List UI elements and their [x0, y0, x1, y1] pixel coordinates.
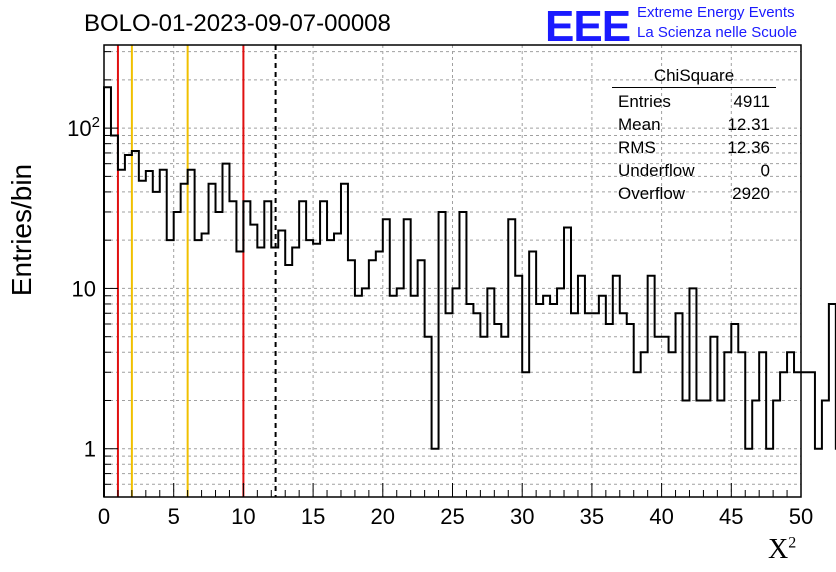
stats-row-mean: Mean 12.31: [618, 115, 770, 134]
eee-logo: EEE: [545, 2, 631, 51]
x-tick-label: 50: [789, 504, 813, 529]
x-tick-label: 35: [580, 504, 604, 529]
x-tick-label: 25: [440, 504, 464, 529]
x-tick-label: 45: [719, 504, 743, 529]
stats-row-rms: RMS 12.36: [618, 138, 770, 157]
stats-row-entries: Entries 4911: [618, 92, 770, 111]
x-axis-label: X2: [768, 534, 797, 565]
y-tick-label: 1: [84, 437, 96, 462]
y-tick-label: 102: [67, 114, 100, 141]
x-tick-label: 5: [168, 504, 180, 529]
logo-line-1: Extreme Energy Events: [637, 4, 795, 21]
x-tick-label: 20: [371, 504, 395, 529]
x-tick-label: 10: [231, 504, 255, 529]
x-tick-label: 0: [98, 504, 110, 529]
logo-line-2: La Scienza nelle Scuole: [637, 24, 798, 41]
x-tick-label: 40: [649, 504, 673, 529]
x-tick-label: 15: [301, 504, 325, 529]
x-tick-label: 30: [510, 504, 534, 529]
stats-box: ChiSquare Entries 4911 Mean 12.31 RMS 12.36…: [612, 66, 776, 205]
histogram-series: [103, 86, 836, 497]
stats-row-overflow: Overflow 2920: [618, 184, 770, 203]
y-tick-label: 10: [72, 276, 96, 301]
y-axis-label: Entries/bin: [6, 163, 37, 297]
run-title: BOLO-01-2023-09-07-00008: [84, 10, 391, 37]
stats-title: ChiSquare: [612, 66, 776, 88]
stats-row-underflow: Underflow 0: [618, 161, 770, 180]
